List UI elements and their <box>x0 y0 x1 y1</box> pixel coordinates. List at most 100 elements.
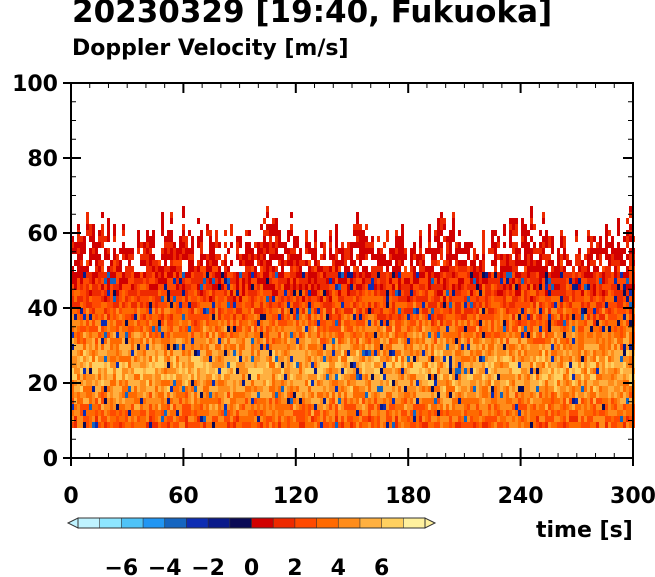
heatmap-cell <box>365 302 368 308</box>
heatmap-cell <box>347 416 350 422</box>
heatmap-cell <box>200 386 203 392</box>
heatmap-cell <box>332 380 335 386</box>
heatmap-cell <box>467 374 470 380</box>
heatmap-cell <box>116 308 119 314</box>
heatmap-cell <box>275 230 278 236</box>
heatmap-cell <box>161 410 164 416</box>
heatmap-cell <box>341 362 344 368</box>
heatmap-cell <box>452 296 455 302</box>
heatmap-cell <box>179 404 182 410</box>
heatmap-cell <box>437 218 440 224</box>
heatmap-cell <box>440 398 443 404</box>
heatmap-cell <box>104 308 107 314</box>
heatmap-cell <box>458 248 461 254</box>
heatmap-cell <box>533 248 536 254</box>
heatmap-cell <box>347 320 350 326</box>
heatmap-cell <box>362 404 365 410</box>
heatmap-cell <box>95 248 98 254</box>
heatmap-cell <box>272 254 275 260</box>
heatmap-cell <box>137 404 140 410</box>
heatmap-cell <box>470 290 473 296</box>
heatmap-cell <box>539 284 542 290</box>
heatmap-cell <box>257 284 260 290</box>
heatmap-cell <box>131 356 134 362</box>
heatmap-cell <box>446 380 449 386</box>
heatmap-cell <box>83 302 86 308</box>
heatmap-cell <box>215 350 218 356</box>
heatmap-cell <box>101 422 104 428</box>
heatmap-cell <box>197 398 200 404</box>
heatmap-cell <box>167 302 170 308</box>
heatmap-cell <box>311 290 314 296</box>
heatmap-cell <box>128 284 131 290</box>
heatmap-cell <box>119 272 122 278</box>
heatmap-cell <box>155 368 158 374</box>
heatmap-cell <box>338 404 341 410</box>
heatmap-cell <box>116 302 119 308</box>
heatmap-cell <box>143 386 146 392</box>
heatmap-cell <box>236 308 239 314</box>
heatmap-cell <box>122 284 125 290</box>
heatmap-cell <box>383 380 386 386</box>
heatmap-cell <box>95 404 98 410</box>
heatmap-cell <box>188 338 191 344</box>
heatmap-cell <box>95 338 98 344</box>
heatmap-cell <box>332 308 335 314</box>
heatmap-cell <box>101 374 104 380</box>
heatmap-cell <box>545 380 548 386</box>
heatmap-cell <box>371 296 374 302</box>
heatmap-cell <box>203 362 206 368</box>
heatmap-cell <box>335 344 338 350</box>
heatmap-cell <box>287 284 290 290</box>
heatmap-cell <box>446 338 449 344</box>
heatmap-cell <box>458 368 461 374</box>
heatmap-cell <box>497 320 500 326</box>
heatmap-cell <box>434 374 437 380</box>
heatmap-cell <box>83 404 86 410</box>
heatmap-cell <box>302 302 305 308</box>
heatmap-cell <box>269 284 272 290</box>
heatmap-cell <box>80 404 83 410</box>
heatmap-cell <box>425 380 428 386</box>
heatmap-cell <box>536 374 539 380</box>
heatmap-cell <box>332 290 335 296</box>
heatmap-cell <box>365 350 368 356</box>
heatmap-cell <box>80 350 83 356</box>
heatmap-cell <box>422 344 425 350</box>
heatmap-cell <box>170 272 173 278</box>
heatmap-cell <box>197 368 200 374</box>
heatmap-cell <box>230 392 233 398</box>
heatmap-cell <box>392 386 395 392</box>
heatmap-cell <box>290 248 293 254</box>
heatmap-cell <box>413 344 416 350</box>
heatmap-cell <box>548 338 551 344</box>
heatmap-cell <box>176 404 179 410</box>
heatmap-cell <box>140 320 143 326</box>
heatmap-cell <box>149 416 152 422</box>
heatmap-cell <box>92 416 95 422</box>
heatmap-cell <box>359 338 362 344</box>
heatmap-cell <box>140 284 143 290</box>
heatmap-cell <box>290 332 293 338</box>
heatmap-cell <box>428 410 431 416</box>
heatmap-cell <box>350 362 353 368</box>
heatmap-cell <box>332 296 335 302</box>
heatmap-cell <box>476 386 479 392</box>
heatmap-cell <box>200 338 203 344</box>
heatmap-cell <box>527 284 530 290</box>
heatmap-cell <box>329 308 332 314</box>
heatmap-cell <box>557 326 560 332</box>
heatmap-cell <box>248 260 251 266</box>
heatmap-cell <box>149 326 152 332</box>
heatmap-cell <box>320 350 323 356</box>
heatmap-cell <box>419 392 422 398</box>
heatmap-cell <box>233 356 236 362</box>
heatmap-cell <box>395 320 398 326</box>
heatmap-cell <box>419 380 422 386</box>
heatmap-cell <box>449 254 452 260</box>
heatmap-cell <box>221 350 224 356</box>
heatmap-cell <box>116 368 119 374</box>
heatmap-cell <box>554 374 557 380</box>
heatmap-cell <box>278 314 281 320</box>
heatmap-cell <box>485 386 488 392</box>
